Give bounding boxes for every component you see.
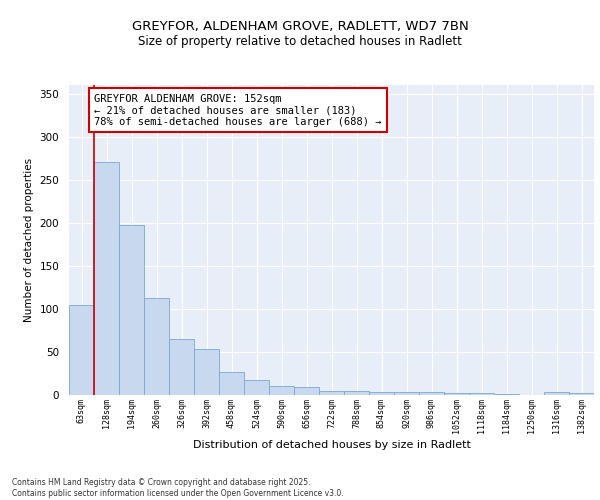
- Bar: [194, 348, 219, 395]
- Bar: [144, 298, 169, 395]
- Bar: [469, 394, 494, 395]
- Bar: [94, 162, 119, 395]
- Bar: [494, 394, 519, 395]
- Bar: [344, 390, 369, 395]
- Bar: [394, 392, 419, 395]
- Bar: [419, 392, 444, 395]
- Bar: [294, 387, 319, 395]
- Bar: [369, 392, 394, 395]
- Text: Size of property relative to detached houses in Radlett: Size of property relative to detached ho…: [138, 35, 462, 48]
- Bar: [544, 392, 569, 395]
- Bar: [444, 394, 469, 395]
- Bar: [244, 380, 269, 395]
- Bar: [269, 386, 294, 395]
- Text: GREYFOR, ALDENHAM GROVE, RADLETT, WD7 7BN: GREYFOR, ALDENHAM GROVE, RADLETT, WD7 7B…: [131, 20, 469, 33]
- Bar: [119, 226, 144, 395]
- Bar: [169, 339, 194, 395]
- Text: Contains HM Land Registry data © Crown copyright and database right 2025.
Contai: Contains HM Land Registry data © Crown c…: [12, 478, 344, 498]
- Text: GREYFOR ALDENHAM GROVE: 152sqm
← 21% of detached houses are smaller (183)
78% of: GREYFOR ALDENHAM GROVE: 152sqm ← 21% of …: [94, 94, 382, 127]
- Bar: [319, 390, 344, 395]
- Bar: [219, 372, 244, 395]
- Y-axis label: Number of detached properties: Number of detached properties: [24, 158, 34, 322]
- Bar: [569, 394, 594, 395]
- Bar: [69, 306, 94, 395]
- X-axis label: Distribution of detached houses by size in Radlett: Distribution of detached houses by size …: [193, 440, 470, 450]
